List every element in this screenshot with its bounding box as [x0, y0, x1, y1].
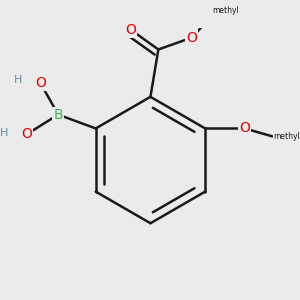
Text: O: O [21, 128, 32, 141]
Text: methyl: methyl [213, 6, 239, 15]
Text: O: O [35, 76, 46, 90]
Text: B: B [53, 108, 63, 122]
Text: O: O [239, 122, 250, 135]
Text: O: O [125, 23, 136, 37]
Text: methyl: methyl [273, 132, 300, 141]
Text: H: H [14, 75, 22, 85]
Text: H: H [0, 128, 8, 138]
Text: O: O [187, 31, 197, 45]
